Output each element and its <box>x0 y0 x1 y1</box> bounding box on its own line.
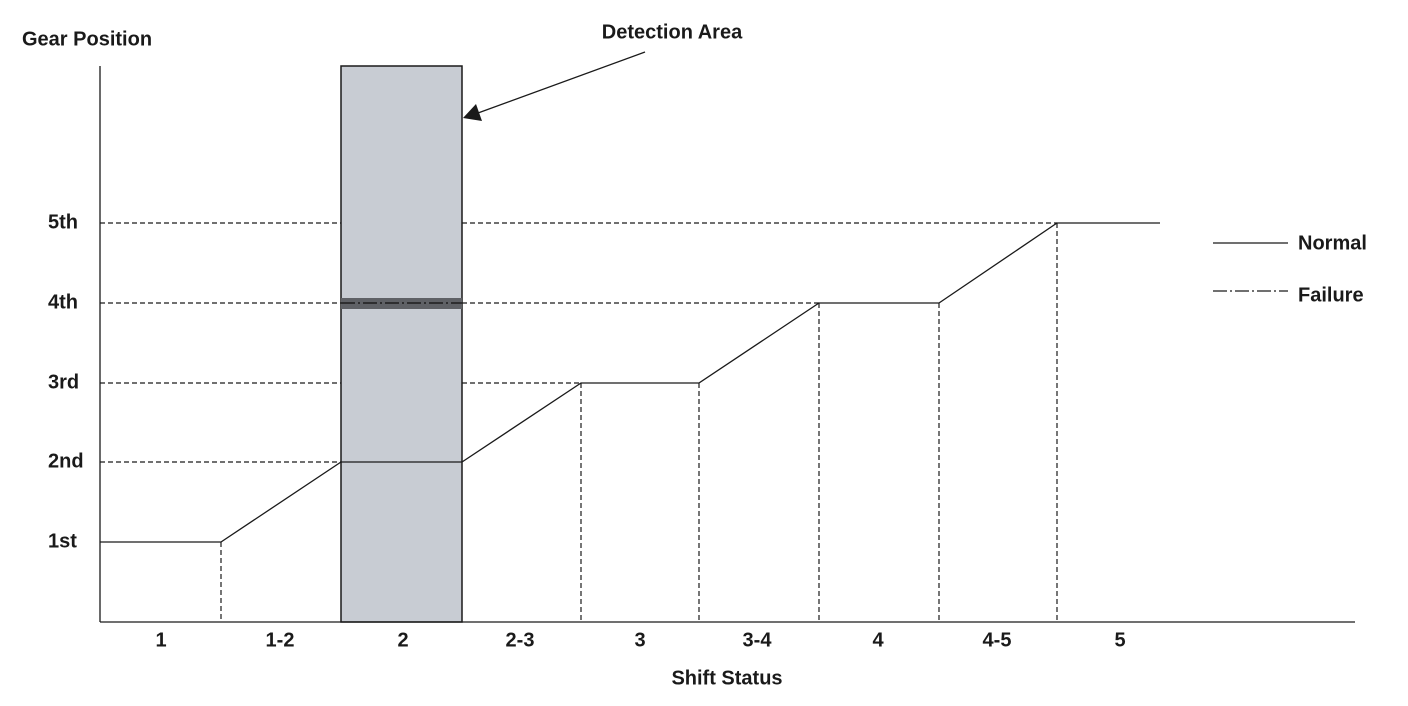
y-label: 3rd <box>48 371 79 393</box>
x-label: 3 <box>634 629 645 651</box>
legend-failure: Failure <box>1298 284 1364 306</box>
y-label: 5th <box>48 211 78 233</box>
normal-line <box>100 222 1160 543</box>
failure-band <box>341 298 462 309</box>
legend-normal: Normal <box>1298 232 1367 254</box>
x-label: 2-3 <box>506 629 535 651</box>
detection-area <box>340 65 463 623</box>
y-label: 1st <box>48 530 77 552</box>
x-label: 1 <box>155 629 166 651</box>
x-label: 3-4 <box>743 629 773 651</box>
guides <box>100 222 1058 622</box>
x-label: 2 <box>397 629 408 651</box>
annotation: Detection Area <box>602 21 743 43</box>
arrow-shaft <box>477 51 646 114</box>
x-label: 1-2 <box>266 629 295 651</box>
x-label: 4-5 <box>983 629 1012 651</box>
x-axis-title: Shift Status <box>671 667 782 689</box>
y-axis-title: Gear Position <box>22 28 152 50</box>
y-label: 2nd <box>48 450 84 472</box>
x-label: 4 <box>872 629 884 651</box>
x-label: 5 <box>1114 629 1125 651</box>
arrow-head <box>463 104 482 121</box>
y-label: 4th <box>48 291 78 313</box>
